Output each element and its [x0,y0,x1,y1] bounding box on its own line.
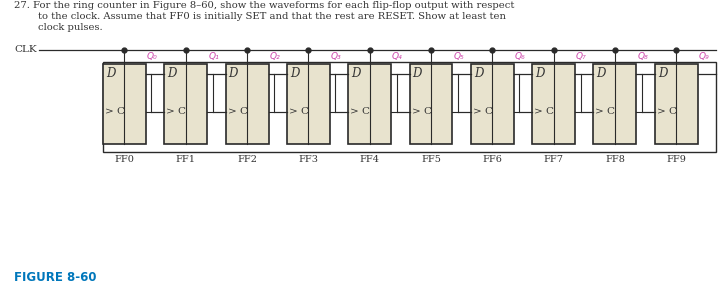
Text: > C: > C [289,107,309,117]
Text: D: D [167,67,176,80]
Bar [164,64,207,144]
Bar [225,64,269,144]
Text: Q₃: Q₃ [330,52,341,61]
Text: FF7: FF7 [544,155,564,164]
Text: D: D [290,67,300,80]
Text: FF0: FF0 [114,155,135,164]
Bar [532,64,575,144]
Text: FF8: FF8 [605,155,625,164]
Text: Q₀: Q₀ [147,52,158,61]
Bar [103,64,146,144]
Text: CLK: CLK [14,46,37,55]
Text: > C: > C [534,107,554,117]
Text: FF9: FF9 [666,155,686,164]
Text: FF3: FF3 [298,155,318,164]
Text: Q₇: Q₇ [576,52,587,61]
Text: D: D [351,67,361,80]
Text: 27. For the ring counter in Figure 8–60, show the waveforms for each flip-flop o: 27. For the ring counter in Figure 8–60,… [14,1,514,10]
Text: FF4: FF4 [360,155,379,164]
Text: FF2: FF2 [237,155,257,164]
Text: Q₄: Q₄ [392,52,403,61]
Bar [103,62,716,152]
Text: D: D [229,67,238,80]
Text: Q₂: Q₂ [269,52,280,61]
Text: to the clock. Assume that FF0 is initially SET and that the rest are RESET. Show: to the clock. Assume that FF0 is initial… [38,12,506,21]
Text: > C: > C [473,107,492,117]
Text: Q₁: Q₁ [208,52,219,61]
Text: > C: > C [657,107,677,117]
Text: D: D [535,67,544,80]
Text: > C: > C [105,107,125,117]
Text: FF6: FF6 [482,155,502,164]
Text: Q₉: Q₉ [698,52,709,61]
Text: FF5: FF5 [421,155,441,164]
Text: D: D [106,67,115,80]
Text: > C: > C [228,107,248,117]
Text: D: D [413,67,422,80]
Bar [287,64,330,144]
Text: D: D [474,67,483,80]
Text: clock pulses.: clock pulses. [38,23,103,32]
Text: D: D [596,67,606,80]
Text: Q₅: Q₅ [454,52,464,61]
Text: > C: > C [595,107,616,117]
Bar [593,64,636,144]
Bar [348,64,391,144]
Bar [410,64,452,144]
Bar [654,64,698,144]
Text: > C: > C [350,107,370,117]
Text: Q₈: Q₈ [637,52,648,61]
Text: Q₆: Q₆ [515,52,526,61]
Text: > C: > C [412,107,431,117]
Text: FF1: FF1 [176,155,196,164]
Text: FIGURE 8-60: FIGURE 8-60 [14,271,96,284]
Text: D: D [657,67,667,80]
Text: > C: > C [166,107,186,117]
Bar [471,64,513,144]
